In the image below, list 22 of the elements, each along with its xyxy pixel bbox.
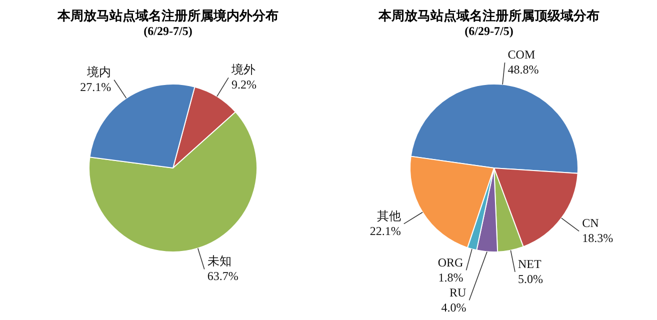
- slice-label: 其他: [376, 208, 401, 223]
- slice-label: RU: [450, 285, 467, 300]
- data-label: 48.8%: [508, 62, 539, 77]
- data-label: 63.7%: [207, 269, 238, 284]
- slice-label: 境外: [230, 62, 256, 77]
- slice-label: CN: [582, 216, 600, 230]
- slice-label: 境内: [86, 64, 112, 79]
- data-label: 1.8%: [438, 270, 464, 284]
- chart-subtitle: (6/29-7/5): [142, 24, 194, 39]
- data-label: 4.0%: [441, 300, 466, 314]
- data-label: 9.2%: [231, 78, 256, 92]
- slice-label: NET: [518, 256, 542, 271]
- slice-label: ORG: [438, 255, 464, 270]
- chart-title: 本周放马站点域名注册所属顶级域分布: [377, 8, 600, 24]
- chart-subtitle: (6/29-7/5): [464, 24, 514, 39]
- data-label: 18.3%: [582, 231, 614, 246]
- data-label: 27.1%: [80, 80, 112, 94]
- slice-label: COM: [508, 48, 536, 62]
- data-label: 5.0%: [518, 272, 544, 286]
- chart-title: 本周放马站点域名注册所属境内外分布: [56, 8, 280, 24]
- slice-label: 未知: [207, 254, 232, 268]
- data-label: 22.1%: [370, 224, 401, 238]
